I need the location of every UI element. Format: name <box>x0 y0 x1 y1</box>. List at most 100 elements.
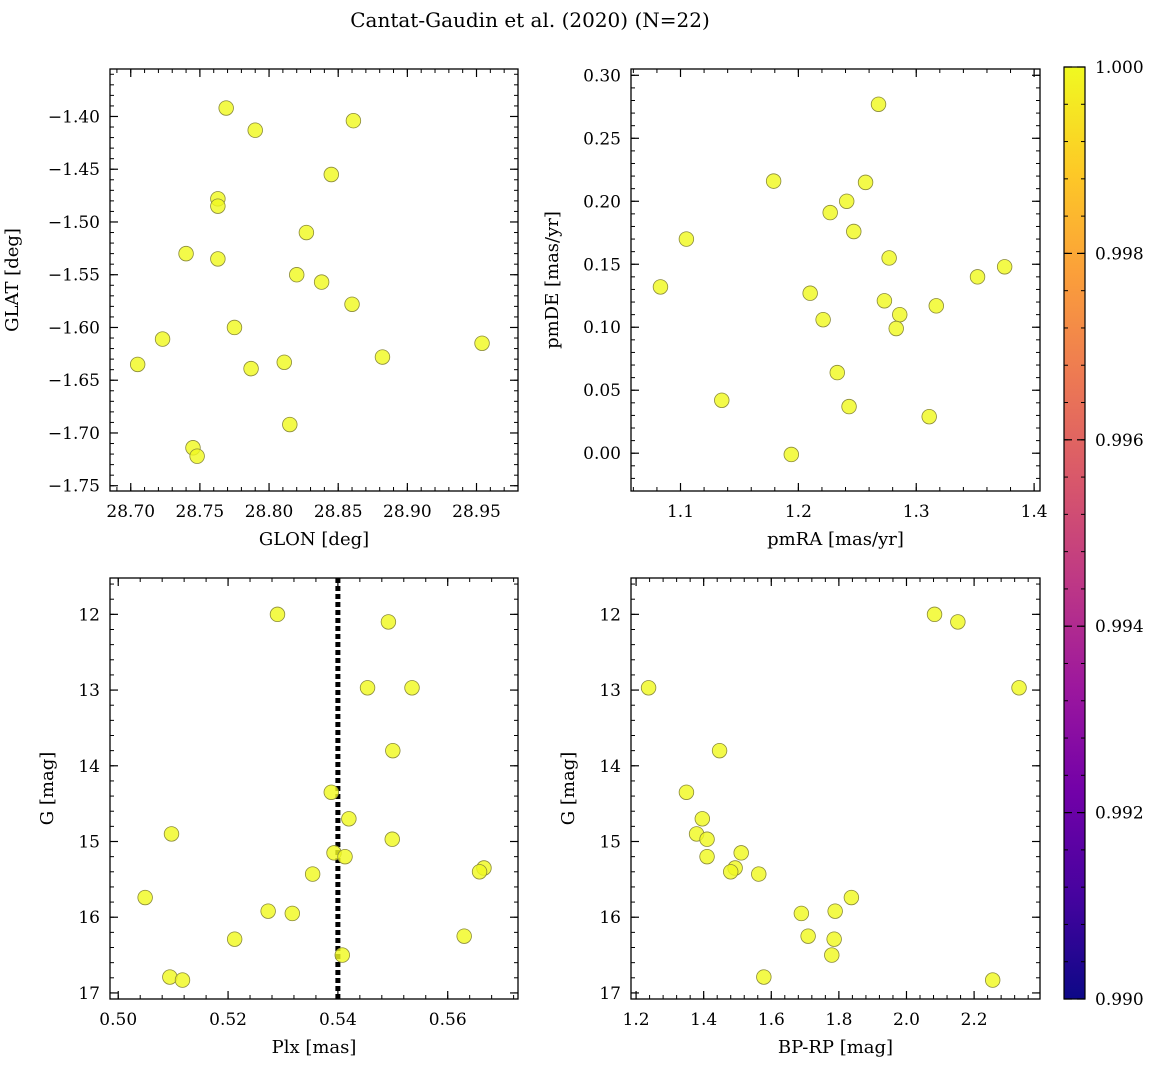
data-point <box>926 606 943 623</box>
y-tick-label: 0.00 <box>583 444 621 464</box>
y-tick-label: −1.40 <box>48 107 100 127</box>
data-point <box>888 320 904 337</box>
data-point <box>162 969 178 985</box>
x-tick-label: 1.8 <box>825 1010 852 1030</box>
y-tick-label: 13 <box>599 681 621 701</box>
data-point <box>137 889 153 906</box>
data-point <box>323 166 339 183</box>
colorbar-tick-label: 0.996 <box>1095 431 1144 451</box>
y-tick-label: −1.65 <box>48 371 100 391</box>
data-point <box>210 198 226 214</box>
data-point <box>337 848 353 865</box>
y-tick-label: 0.10 <box>583 318 621 338</box>
data-point <box>969 269 986 285</box>
data-point <box>892 306 908 323</box>
data-point <box>678 784 695 800</box>
data-point <box>260 903 276 919</box>
y-tick-label: 16 <box>599 908 621 928</box>
x-tick-label: 28.85 <box>314 502 363 522</box>
data-point <box>756 969 772 985</box>
data-point <box>456 928 472 944</box>
axes-frame <box>630 68 1041 492</box>
y-tick-label: −1.75 <box>48 477 100 497</box>
data-point <box>334 947 350 963</box>
data-point <box>921 408 937 425</box>
y-tick-label: 0.05 <box>583 381 621 401</box>
axes-frame <box>109 68 519 492</box>
data-point <box>380 614 397 630</box>
data-point <box>298 224 315 241</box>
data-point <box>881 250 897 266</box>
x-tick-label: 1.2 <box>785 502 812 522</box>
x-axis-label: Plx [mas] <box>272 1037 357 1058</box>
y-tick-label: −1.60 <box>48 318 100 338</box>
x-tick-label: 1.6 <box>758 1010 785 1030</box>
colorbar-tick-label: 0.994 <box>1095 617 1144 637</box>
data-point <box>751 866 767 882</box>
y-tick-label: 16 <box>78 908 100 928</box>
x-tick-label: 0.50 <box>99 1010 137 1030</box>
data-point <box>129 356 146 373</box>
data-point <box>678 231 695 247</box>
y-axis-label: G [mag] <box>37 752 58 825</box>
x-tick-label: 0.54 <box>319 1010 357 1030</box>
data-point <box>226 931 243 947</box>
y-tick-label: 14 <box>599 757 621 777</box>
data-point <box>218 100 234 116</box>
data-point <box>838 193 855 209</box>
y-tick-label: 12 <box>78 605 100 625</box>
data-point <box>846 223 862 240</box>
colorbar-gradient <box>1063 66 1086 1000</box>
colorbar-tick-label: 0.992 <box>1095 804 1144 824</box>
data-point <box>793 905 810 922</box>
data-point <box>733 845 749 861</box>
data-point <box>800 928 816 944</box>
axes-frame <box>630 577 1041 1000</box>
data-point <box>699 848 715 865</box>
data-point <box>178 245 194 262</box>
y-tick-label: 17 <box>78 984 100 1004</box>
data-point <box>374 349 391 365</box>
x-tick-label: 2.0 <box>893 1010 920 1030</box>
x-tick-label: 0.52 <box>209 1010 247 1030</box>
y-tick-label: 13 <box>78 681 100 701</box>
figure-title: Cantat-Gaudin et al. (2020) (N=22) <box>350 8 710 32</box>
data-point <box>996 259 1013 275</box>
x-tick-label: 28.90 <box>383 502 432 522</box>
panel-plx-g: 0.50 0.52 0.54 0.56 12 13 14 15 16 17 Plx [mas] G [… <box>37 577 519 1058</box>
x-tick-label: 28.80 <box>245 502 294 522</box>
x-tick-label: 1.4 <box>690 1010 717 1030</box>
data-point <box>313 274 330 290</box>
data-point <box>984 972 1001 988</box>
y-tick-label: 0.25 <box>583 129 621 149</box>
data-point <box>928 298 944 314</box>
x-tick-label: 1.2 <box>623 1010 650 1030</box>
panel-pmra-pmde: 1.1 1.2 1.3 1.4 0.00 0.05 0.10 0.15 0.20 0.25 0.30… <box>542 66 1048 550</box>
data-point <box>815 311 831 328</box>
data-point <box>723 864 739 880</box>
y-tick-label: 0.15 <box>583 255 621 275</box>
y-tick-label: −1.50 <box>48 213 100 233</box>
data-point <box>876 293 893 309</box>
data-point <box>189 448 205 464</box>
colorbar-tick-label: 0.998 <box>1095 244 1144 264</box>
panel-glon-glat: 28.70 28.75 28.80 28.85 28.90 28.95 −1.40 −1.45… <box>2 68 519 550</box>
data-point <box>714 392 730 409</box>
x-tick-label: 28.95 <box>452 502 501 522</box>
y-tick-label: −1.45 <box>48 160 100 180</box>
y-tick-label: 17 <box>599 984 621 1004</box>
colorbar: 0.990 0.992 0.994 0.996 0.998 1.000 <box>1063 58 1144 1010</box>
y-tick-label: 0.20 <box>583 192 621 212</box>
data-point <box>282 416 298 433</box>
data-point <box>359 680 376 696</box>
y-tick-label: 15 <box>78 833 100 853</box>
x-axis-label: pmRA [mas/yr] <box>767 529 904 550</box>
y-axis-label: G [mag] <box>558 752 579 825</box>
axes-frame <box>109 577 519 1000</box>
data-point <box>269 606 286 623</box>
data-point <box>226 319 243 336</box>
data-point <box>174 972 191 988</box>
y-axis-label: pmDE [mas/yr] <box>542 211 563 349</box>
data-point <box>345 112 362 129</box>
